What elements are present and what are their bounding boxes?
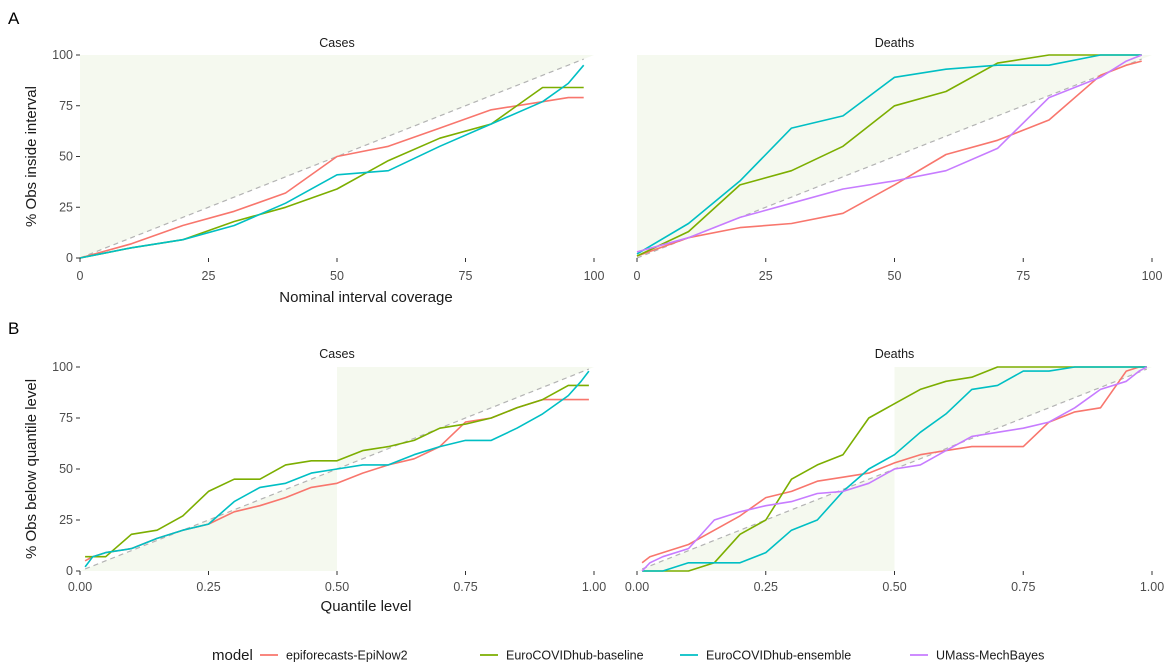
y-tick-label: 50 xyxy=(59,462,73,476)
panel-title: Deaths xyxy=(875,347,915,361)
series-line-epiforecasts-epinow2 xyxy=(636,60,1142,257)
x-tick-label: 50 xyxy=(888,269,902,283)
y-tick-label: 100 xyxy=(52,48,73,62)
x-tick-label: 0.00 xyxy=(625,580,649,594)
x-tick-label: 100 xyxy=(1142,269,1163,283)
x-tick-label: 0.25 xyxy=(196,580,220,594)
panel-tag: B xyxy=(8,319,19,338)
legend-title: model xyxy=(212,647,253,664)
y-tick-label: 0 xyxy=(66,251,73,265)
series-line-epiforecasts-epinow2 xyxy=(79,96,584,259)
series-line-eurocovidhub-ensemble xyxy=(642,366,1147,572)
y-axis-label: % Obs below quantile level xyxy=(23,379,40,559)
chart-A: A % Obs inside interval Nominal interval c… xyxy=(8,9,1162,306)
x-tick-label: 100 xyxy=(584,269,605,283)
series-line-eurocovidhub-baseline xyxy=(85,384,589,558)
y-tick-label: 25 xyxy=(59,200,73,214)
legend-item-label: epiforecasts-EpiNow2 xyxy=(286,649,408,663)
series-line-eurocovidhub-ensemble xyxy=(79,64,585,259)
panel-title: Deaths xyxy=(875,36,915,50)
legend-item-label: EuroCOVIDhub-ensemble xyxy=(706,649,851,663)
panel-cases: Cases 0 25 50 75 100 0 25 50 75 100 xyxy=(52,36,604,283)
x-tick-label: 0.75 xyxy=(1011,580,1035,594)
y-tick-label: 25 xyxy=(59,513,73,527)
y-tick-label: 75 xyxy=(59,411,73,425)
reference-diagonal xyxy=(79,58,584,259)
x-tick-label: 1.00 xyxy=(1140,580,1164,594)
legend-item-label: UMass-MechBayes xyxy=(936,649,1044,663)
panel-title: Cases xyxy=(319,36,354,50)
panel-cases: Cases 0.00 0.25 0.50 0.75 1.00 0 25 50 75 100 xyxy=(52,347,606,594)
x-tick-label: 1.00 xyxy=(582,580,606,594)
y-tick-label: 50 xyxy=(59,150,73,164)
series-line-eurocovidhub-ensemble xyxy=(636,54,1142,255)
x-tick-label: 0.75 xyxy=(453,580,477,594)
series-line-epiforecasts-epinow2 xyxy=(641,366,1147,564)
x-tick-label: 0.50 xyxy=(882,580,906,594)
series-line-umass-mechbayes xyxy=(641,366,1148,572)
x-tick-label: 0.25 xyxy=(754,580,778,594)
y-axis-label: % Obs inside interval xyxy=(23,86,40,227)
x-tick-label: 25 xyxy=(202,269,216,283)
panel-title: Cases xyxy=(319,347,354,361)
panel-tag: A xyxy=(8,9,20,28)
series-line-umass-mechbayes xyxy=(636,54,1142,253)
x-tick-label: 0.00 xyxy=(68,580,92,594)
x-tick-label: 25 xyxy=(759,269,773,283)
x-axis-label: Nominal interval coverage xyxy=(279,289,452,306)
x-tick-label: 75 xyxy=(1016,269,1030,283)
y-tick-label: 75 xyxy=(59,99,73,113)
x-axis-label: Quantile level xyxy=(321,598,412,615)
x-tick-label: 50 xyxy=(330,269,344,283)
x-tick-label: 0.50 xyxy=(325,580,349,594)
legend-item-label: EuroCOVIDhub-baseline xyxy=(506,649,644,663)
chart-B: B % Obs below quantile level Quantile leve… xyxy=(8,319,1164,615)
y-tick-label: 100 xyxy=(52,360,73,374)
panel-deaths: Deaths 0.00 0.25 0.50 0.75 1.00 xyxy=(625,347,1164,594)
panel-deaths: Deaths 0 25 50 75 100 xyxy=(634,36,1163,283)
x-tick-label: 0 xyxy=(634,269,641,283)
series-line-eurocovidhub-ensemble xyxy=(84,370,590,568)
legend: model epiforecasts-EpiNow2 EuroCOVIDhub-ba… xyxy=(212,647,1044,664)
x-tick-label: 0 xyxy=(77,269,84,283)
x-tick-label: 75 xyxy=(459,269,473,283)
y-tick-label: 0 xyxy=(66,564,73,578)
